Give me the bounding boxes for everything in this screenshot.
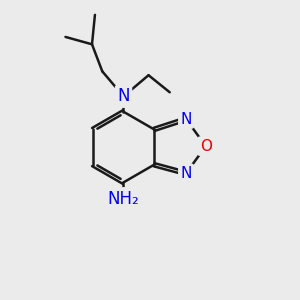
Text: N: N (180, 112, 192, 127)
Text: N: N (117, 87, 130, 105)
Text: O: O (200, 139, 212, 154)
Text: N: N (180, 166, 192, 181)
Text: NH₂: NH₂ (108, 190, 140, 208)
